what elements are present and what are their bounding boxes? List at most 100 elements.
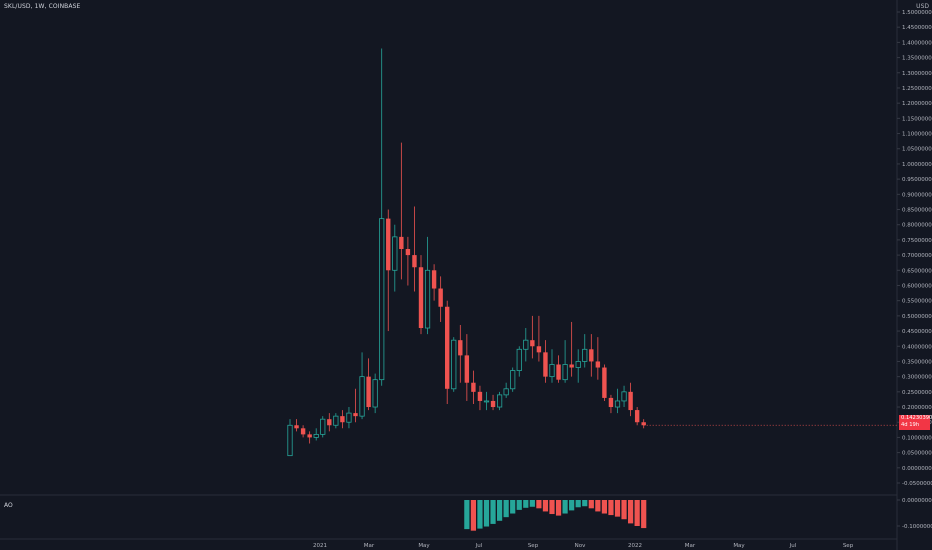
time-tick-label: 2021 [313,543,327,549]
candle-body [340,416,345,423]
ao-bar [536,500,542,509]
ao-bar [608,500,614,516]
price-tick-label: 1.15000000 [902,116,932,122]
time-tick-label: 2022 [628,543,642,549]
price-tick-label: 0.85000000 [902,208,932,214]
candle-body [556,364,561,380]
ao-bar [510,500,516,514]
ao-bar [483,500,490,527]
candle-body [418,267,424,329]
candle-body [510,370,516,390]
time-tick-label: May [733,543,745,549]
ao-bar [601,500,607,514]
candle-body [575,361,581,368]
price-tick-label: 0.10000000 [902,435,932,441]
ao-bar [588,500,594,509]
ao-bar [614,500,621,517]
ao-bar [464,500,470,530]
last-price-label: 0.14230390 4d 19h [899,415,932,430]
ao-tick-label: 0.00000000 [902,498,932,504]
candle-body [458,340,463,356]
candle-body [333,415,339,426]
price-tick-label: 0.60000000 [902,283,932,289]
candle-body [582,348,588,362]
ao-bar [641,500,647,529]
candle-body [536,346,542,353]
price-tick-label: 0.55000000 [902,299,932,305]
price-tick-label: 0.00000000 [902,466,932,472]
candle-body [405,249,411,256]
ao-bar [477,500,483,529]
price-tick-label: 0.25000000 [902,390,932,396]
price-tick-label: 0.35000000 [902,359,932,365]
candle-body [490,400,496,408]
candle-body [516,348,522,371]
ao-bar [529,500,535,507]
price-tick-label: 1.35000000 [902,56,932,62]
candle-body [366,376,371,408]
candle-body [431,270,437,289]
candle-body [294,425,299,429]
candle-body [386,218,391,271]
candle-body [307,434,312,438]
ao-bar [555,500,562,516]
price-tick-label: 0.30000000 [902,375,932,381]
price-tick-label: 0.80000000 [902,223,932,229]
candle-body [372,379,378,408]
ao-bar [569,500,575,511]
ao-bar [490,500,496,524]
candle-body [549,364,555,378]
candle-body [438,288,443,307]
price-tick-label: 1.40000000 [902,40,932,46]
candle-body [496,394,503,408]
candle-body [614,400,621,408]
candle-body [359,376,365,417]
time-tick-label: May [418,543,430,549]
candle-body [543,352,548,377]
time-tick-label: Mar [364,543,375,549]
candle-body [471,382,476,392]
price-tick-label: 0.65000000 [902,268,932,274]
ao-bar [582,500,588,507]
ao-bar [523,500,529,508]
ao-bar [595,500,601,512]
time-tick-label: Sep [843,543,854,549]
price-tick-label: 0.05000000 [902,451,932,457]
candle-body [424,269,431,329]
candle-body [399,236,404,250]
candle-body [327,419,332,426]
ao-indicator-label: AO [4,502,13,509]
last-price-value: 0.14230390 [901,415,932,421]
price-tick-label: 0.90000000 [902,192,932,198]
candle-body [530,340,535,347]
candle-body [320,418,326,435]
price-tick-label: 1.30000000 [902,71,932,77]
time-tick-label: Jul [789,543,797,549]
ao-bar [497,500,503,521]
currency-label: USD [916,3,929,10]
price-tick-label: 0.70000000 [902,253,932,259]
candle-body [477,391,483,401]
price-tick-label: 0.20000000 [902,405,932,411]
candle-body [602,367,607,398]
candle-body [300,428,306,435]
candle-body [503,388,509,396]
ao-bar [575,500,581,508]
ao-bar [503,500,509,518]
time-tick-label: Sep [528,543,539,549]
price-tick-label: 1.10000000 [902,132,932,138]
ao-bar [542,500,549,512]
candle-body [412,255,417,268]
candle-body [628,391,633,411]
time-tick-label: Mar [685,543,696,549]
ao-bar [470,500,476,531]
price-tick-label: 1.05000000 [902,147,932,153]
time-tick-label: Jul [475,543,483,549]
ao-bar [628,500,634,524]
candle-body [346,412,352,423]
price-tick-label: 0.75000000 [902,238,932,244]
ao-bar [562,500,568,514]
candle-body [569,364,574,368]
ao-tick-label: -0.10000000 [902,524,932,530]
